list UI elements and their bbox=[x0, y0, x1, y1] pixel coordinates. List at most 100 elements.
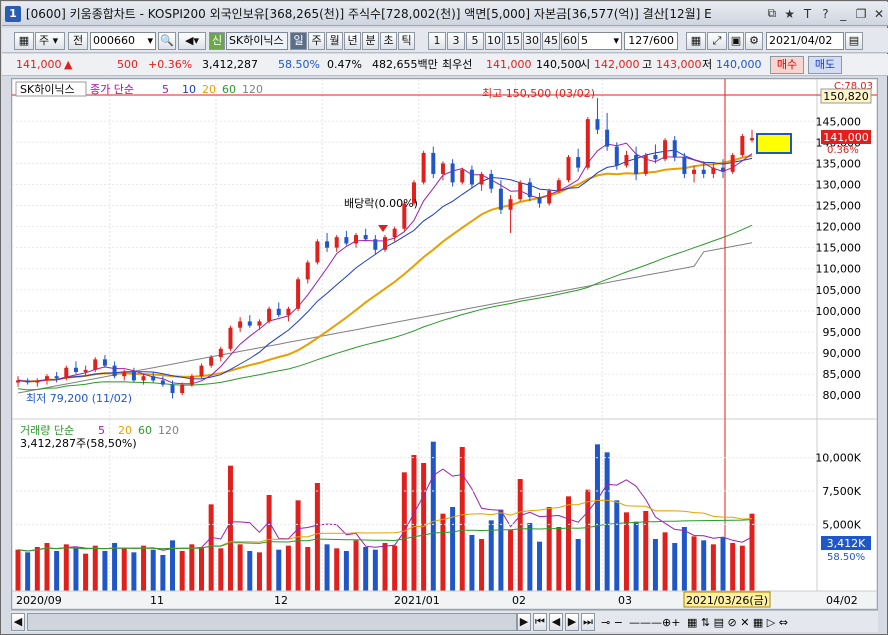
volume-bar bbox=[199, 547, 204, 591]
font-t-icon[interactable]: T bbox=[803, 6, 812, 21]
next-page-icon[interactable]: ▶ bbox=[565, 613, 579, 631]
chart-area[interactable]: 145,000140,000135,000130,000125,000120,0… bbox=[11, 78, 878, 610]
grid-tool-icon[interactable]: ▦ bbox=[686, 32, 706, 50]
window-title: [0600] 키움종합차트 - KOSPI200 외국인보유[368,265(천… bbox=[25, 7, 712, 21]
scroll-right-icon[interactable]: ▶ bbox=[517, 613, 531, 631]
calendar-icon[interactable]: ▤ bbox=[845, 32, 863, 50]
candle-body bbox=[537, 197, 542, 204]
price-tick-label: 105,000 bbox=[816, 284, 862, 297]
volume-bar bbox=[54, 551, 60, 591]
minute-button-3[interactable]: 3 bbox=[447, 32, 465, 50]
volume-tick-label: 10,000K bbox=[815, 452, 861, 465]
settings-icon[interactable]: ⚙ bbox=[745, 32, 763, 50]
period-button-4[interactable]: 분 bbox=[362, 32, 379, 50]
period-button-5[interactable]: 초 bbox=[380, 32, 397, 50]
candle-body bbox=[508, 199, 513, 210]
zoom-out-icon[interactable]: ⊸ − bbox=[601, 616, 623, 629]
minimize-icon[interactable]: _ bbox=[840, 6, 847, 21]
volume-tick-label: 7,500K bbox=[822, 485, 861, 498]
ma20-line bbox=[17, 154, 753, 383]
volume-bar bbox=[594, 444, 600, 591]
count-select[interactable]: 5 ▾ bbox=[578, 32, 622, 50]
scroll-track[interactable] bbox=[27, 613, 517, 631]
window-number-badge[interactable]: 1 bbox=[5, 5, 21, 22]
candle-body bbox=[556, 180, 561, 191]
price-volume-chart[interactable]: 145,000140,000135,000130,000125,000120,0… bbox=[11, 78, 878, 610]
first-page-icon[interactable]: ⏮ bbox=[533, 613, 547, 631]
page-counter[interactable]: 127/600 bbox=[624, 32, 678, 50]
candle-body bbox=[325, 241, 330, 248]
candle-body bbox=[267, 308, 272, 322]
candle-body bbox=[73, 367, 78, 372]
close-icon[interactable]: ✕ bbox=[874, 6, 885, 21]
period-button-6[interactable]: 틱 bbox=[398, 32, 415, 50]
volume-legend-period: 5 bbox=[98, 424, 105, 437]
candle-body bbox=[692, 169, 697, 174]
period-button-1[interactable]: 주 bbox=[308, 32, 325, 50]
zoom-slider[interactable]: ———⊕+ bbox=[629, 616, 681, 629]
link-icon[interactable]: ⧉ bbox=[767, 6, 777, 20]
buy-button[interactable]: 매수 bbox=[770, 56, 804, 74]
candle-body bbox=[479, 173, 484, 185]
period-button-3[interactable]: 년 bbox=[344, 32, 361, 50]
tool-icons[interactable]: ▦ ⇅ ▤ ⊘ ✕ ▦ ▷ ⇔ bbox=[687, 616, 788, 629]
save-icon[interactable]: ▣ bbox=[728, 32, 744, 50]
minute-button-30[interactable]: 30 bbox=[523, 32, 541, 50]
candle-body bbox=[354, 235, 359, 244]
volume-bar bbox=[681, 527, 687, 591]
volume-bar bbox=[508, 529, 514, 591]
minute-button-10[interactable]: 10 bbox=[485, 32, 503, 50]
draw-tool-icon[interactable]: ⤢ bbox=[707, 32, 727, 50]
current-price-label: 141,000 bbox=[823, 131, 869, 144]
last-page-icon[interactable]: ⏭ bbox=[581, 613, 595, 631]
volume-bar bbox=[34, 547, 40, 591]
volume-bar bbox=[488, 520, 494, 591]
volume-bar bbox=[537, 541, 543, 591]
candle-body bbox=[296, 279, 301, 309]
prev-button[interactable]: 전 bbox=[68, 32, 88, 50]
credit-badge[interactable]: 신 bbox=[209, 32, 225, 50]
minute-button-15[interactable]: 15 bbox=[504, 32, 522, 50]
candle-body bbox=[93, 359, 98, 370]
volume-bar bbox=[266, 495, 272, 591]
low-price: 140,000 bbox=[716, 58, 762, 71]
candle-body bbox=[450, 163, 455, 183]
period-select[interactable]: 주 ▾ bbox=[35, 32, 65, 50]
price-legend-stock: SK하이닉스 bbox=[20, 82, 75, 96]
date-input[interactable]: 2021/04/02 bbox=[766, 32, 844, 50]
ma120-line bbox=[17, 242, 753, 394]
help-icon[interactable]: ? bbox=[822, 6, 829, 21]
minute-button-60[interactable]: 60 bbox=[561, 32, 579, 50]
candle-body bbox=[402, 203, 407, 229]
period-button-0[interactable]: 일 bbox=[290, 32, 307, 50]
restore-icon[interactable]: ❐ bbox=[855, 6, 867, 21]
minute-button-5[interactable]: 5 bbox=[466, 32, 484, 50]
volume-bar bbox=[604, 452, 610, 591]
volume-bar bbox=[150, 549, 156, 591]
stock-code-input[interactable]: 000660 ▾ bbox=[90, 32, 156, 50]
candle-body bbox=[711, 167, 716, 174]
minute-button-45[interactable]: 45 bbox=[542, 32, 560, 50]
search-icon[interactable]: 🔍 bbox=[158, 32, 176, 50]
candle-body bbox=[363, 235, 368, 240]
volume-bar bbox=[566, 496, 571, 591]
candle-body bbox=[614, 146, 619, 166]
sell-button[interactable]: 매도 bbox=[808, 56, 842, 74]
candle-body bbox=[682, 157, 687, 174]
period-button-2[interactable]: 월 bbox=[326, 32, 343, 50]
scroll-left-icon[interactable]: ◀ bbox=[11, 613, 25, 631]
sound-icon[interactable]: ◀▾ bbox=[178, 32, 206, 50]
candle-body bbox=[83, 369, 88, 372]
volume-bar bbox=[15, 549, 21, 591]
prev-page-icon[interactable]: ◀ bbox=[549, 613, 563, 631]
volume-bar bbox=[189, 544, 195, 591]
star-icon[interactable]: ★ bbox=[784, 6, 796, 21]
minute-button-1[interactable]: 1 bbox=[428, 32, 446, 50]
candle-body bbox=[527, 182, 532, 198]
candle-body bbox=[102, 359, 107, 366]
volume-bar bbox=[121, 548, 127, 591]
candle-body bbox=[16, 380, 20, 383]
layout-icon[interactable]: ▦ bbox=[14, 32, 34, 50]
candle-body bbox=[305, 262, 310, 280]
